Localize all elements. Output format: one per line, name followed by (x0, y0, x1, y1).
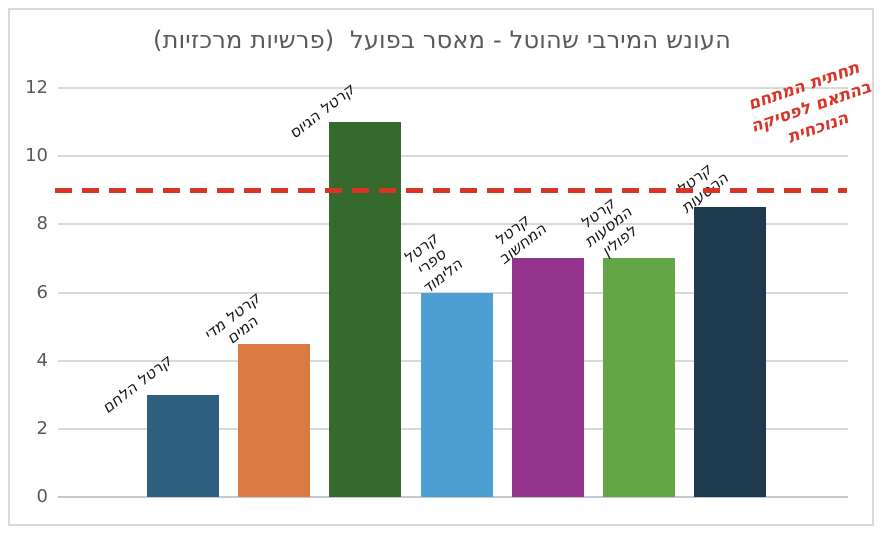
bar (329, 122, 402, 497)
bar (420, 292, 493, 497)
gridline (58, 223, 848, 226)
y-axis-tick-label: 10 (25, 145, 48, 167)
y-axis-tick-label: 12 (25, 77, 48, 98)
reference-line (55, 187, 847, 193)
chart-frame (8, 8, 874, 526)
chart-title: העונש המירבי שהוטל - מאסר בפועל (פרשיות … (153, 26, 731, 54)
bar-category-label: קרטל המסעות לפולין (571, 191, 646, 266)
bar (146, 394, 219, 497)
y-axis-tick-label: 8 (36, 213, 48, 235)
gridline (58, 496, 848, 498)
gridline (58, 87, 848, 89)
y-axis-tick-label: 2 (36, 417, 48, 439)
y-axis-tick-label: 0 (36, 486, 48, 507)
y-axis-tick-label: 6 (36, 281, 48, 303)
bar (511, 258, 584, 497)
bar (603, 258, 676, 497)
bar (694, 207, 767, 497)
y-axis-tick-label: 4 (36, 349, 48, 371)
bar (237, 343, 310, 497)
gridline (58, 155, 848, 158)
bar-category-label: קרטל ספרי הלימוד (397, 228, 466, 297)
